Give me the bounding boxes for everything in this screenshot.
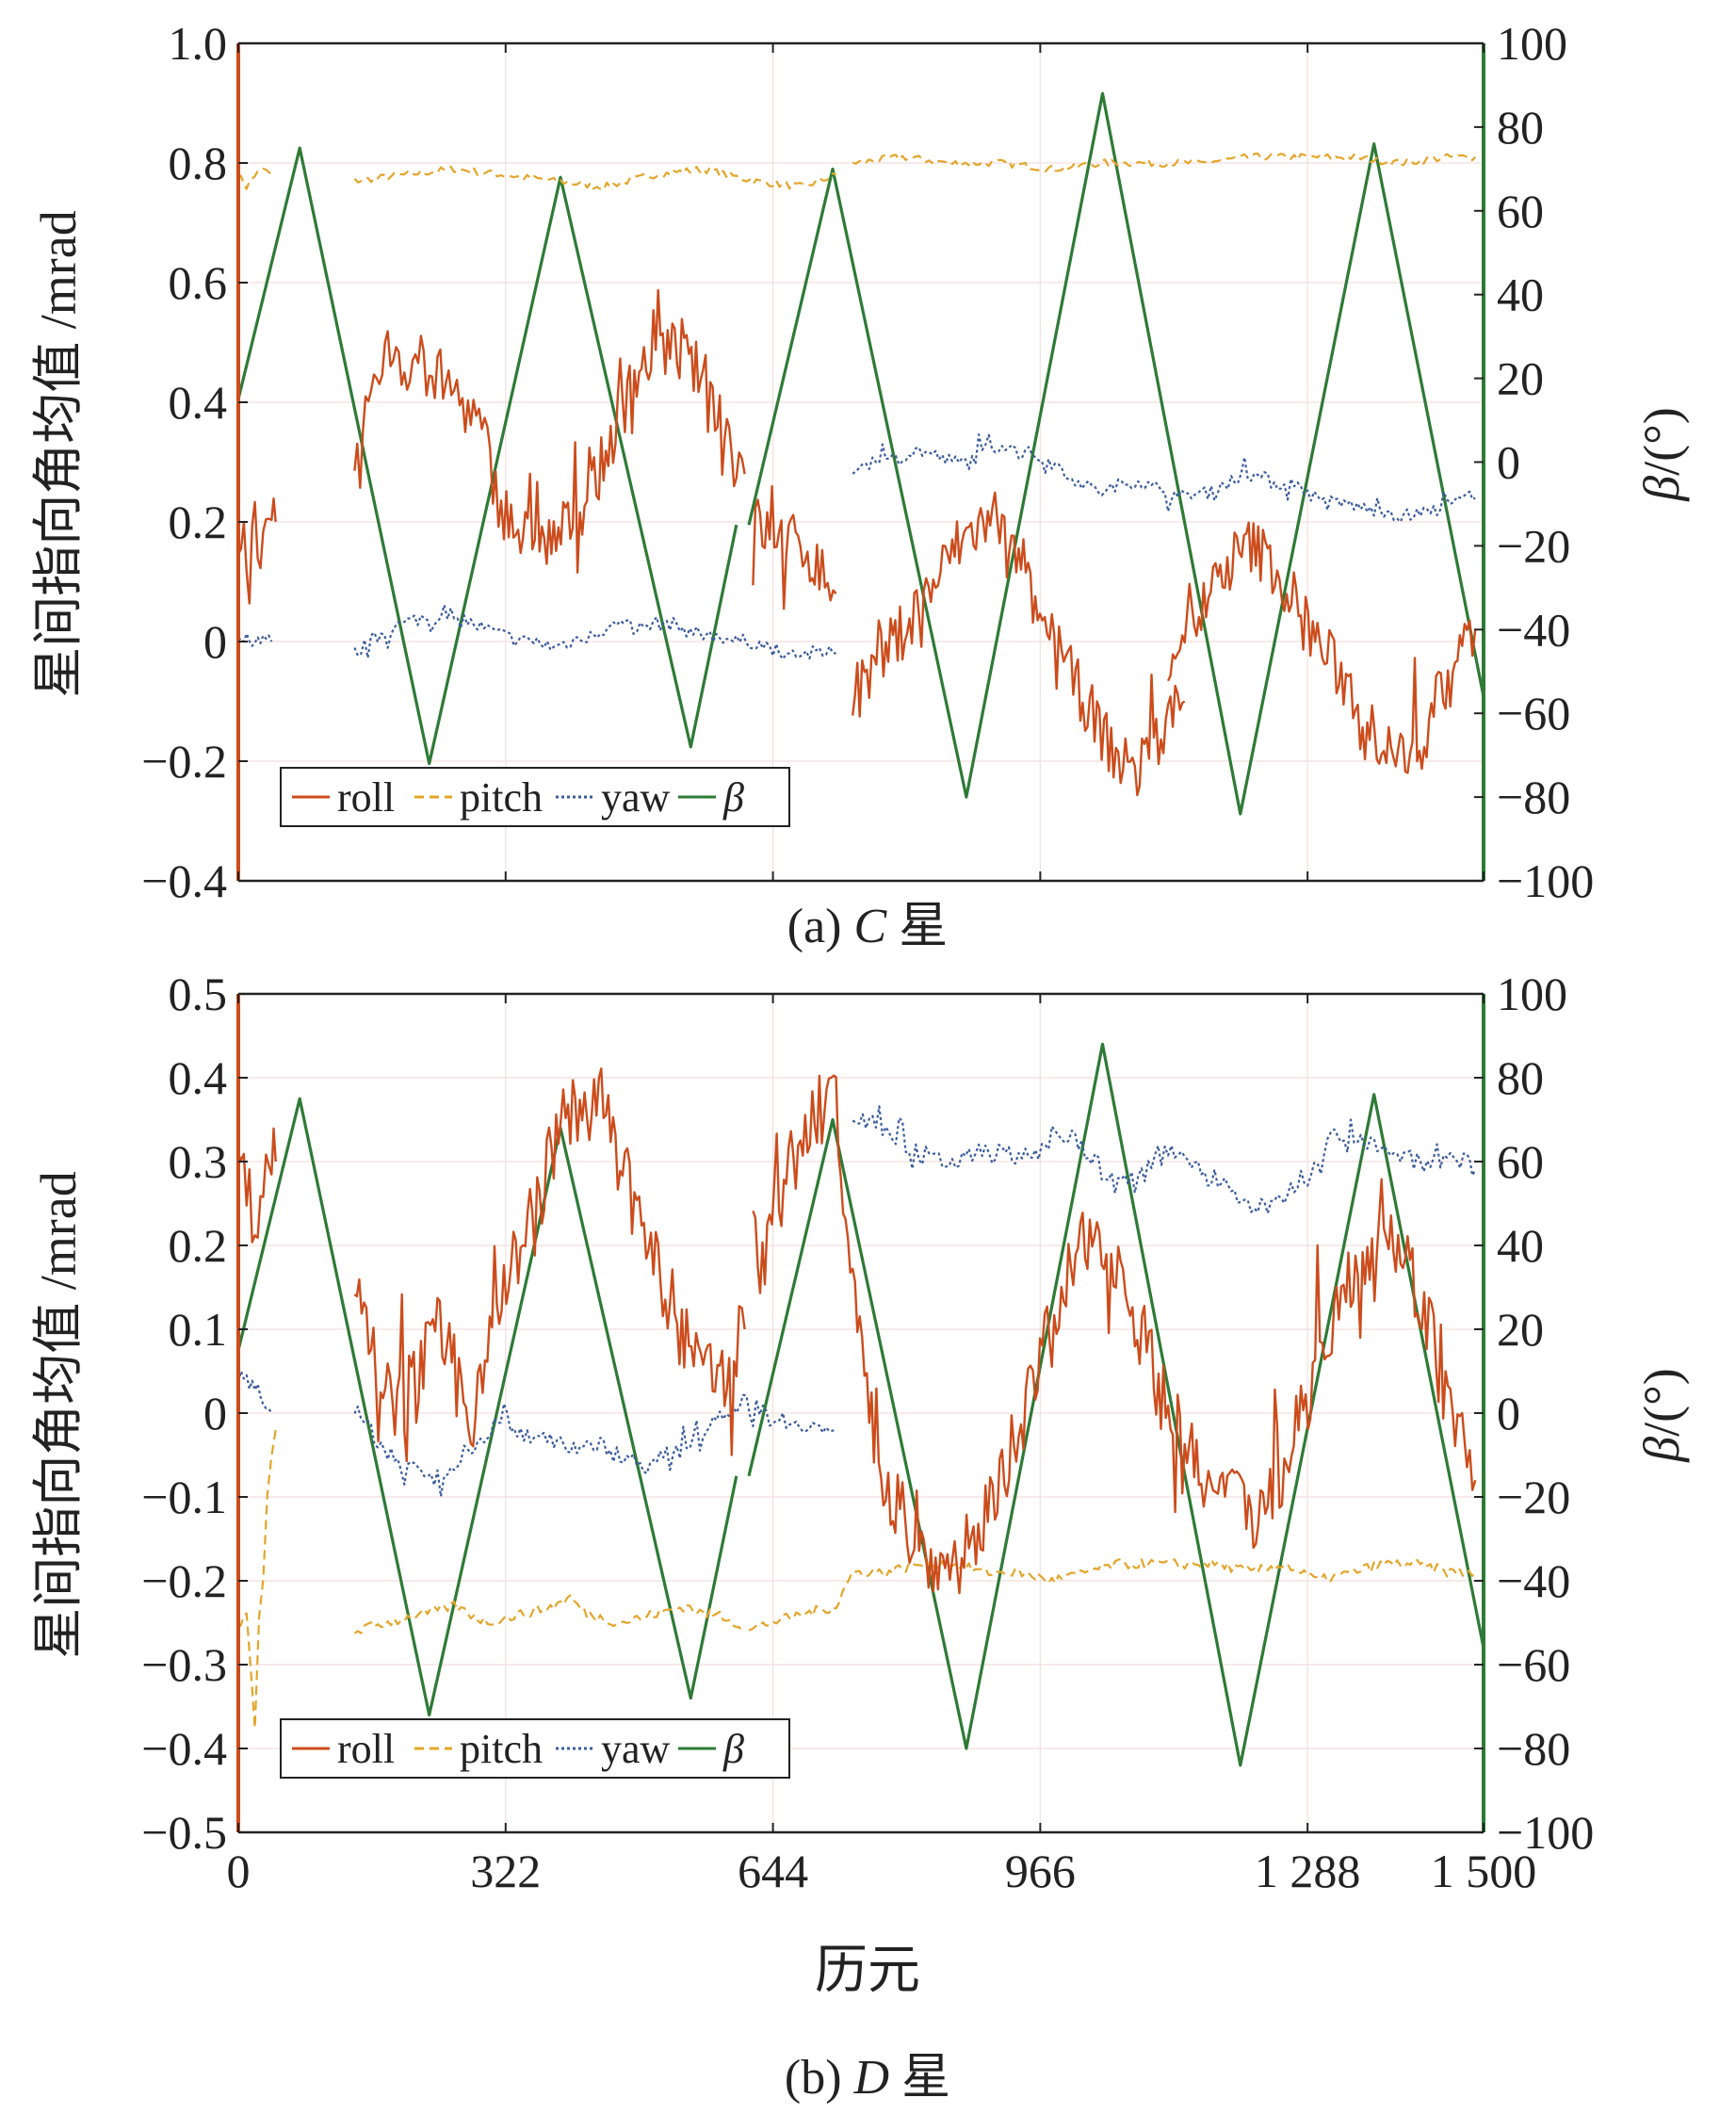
axes: 0 322 644 966 1 288 1 500 −0.5 −0.4 −0.3 −0.2 −0.1…: [141, 968, 1594, 1897]
series-roll-line: [1167, 521, 1477, 774]
x-tick-label: 0: [227, 1845, 251, 1897]
y-tick-label: −0.4: [141, 1722, 227, 1775]
y2-tick-label: −40: [1497, 1554, 1570, 1607]
y2-tick-label: 80: [1497, 1051, 1544, 1104]
axes: −0.4 −0.2 0 0.2 0.4 0.6 0.8 1.0 −100 −80 −60 −40 −20…: [141, 17, 1594, 907]
series-yaw-line: [238, 1370, 273, 1414]
y2-tick-label: 20: [1497, 352, 1544, 405]
legend-label: yaw: [601, 774, 671, 821]
series-yaw-line: [353, 604, 836, 660]
legend-label: β: [722, 1726, 744, 1772]
chart-panel-d: 星间指向角均值 /mrad β/(°) 历元 (b) D 星 0 322 644 96…: [30, 968, 1690, 2105]
y-tick-label: −0.2: [141, 1554, 227, 1607]
series-pitch-line: [353, 1594, 745, 1634]
y2-tick-label: 80: [1497, 101, 1544, 154]
y2-tick-label: 20: [1497, 1303, 1544, 1356]
series-pitch-line: [852, 152, 1477, 173]
series-pitch-line: [238, 1429, 277, 1730]
y-tick-label: 0.2: [169, 1219, 228, 1272]
y-tick-label: 0: [203, 1387, 227, 1439]
series-yaw-line: [852, 1105, 1477, 1214]
legend-label: pitch: [460, 1726, 543, 1772]
series-roll-line: [238, 497, 277, 605]
y2-tick-label: −60: [1497, 1638, 1570, 1691]
y-tick-label: 0.1: [169, 1303, 228, 1356]
y2-tick-label: 60: [1497, 1135, 1544, 1188]
y-tick-label: 0.4: [169, 376, 228, 429]
y2-tick-label: 100: [1497, 968, 1567, 1020]
series-beta-line: [238, 146, 738, 766]
series-pitch-line: [238, 167, 273, 190]
y-tick-label: −0.1: [141, 1471, 227, 1523]
y2-tick-label: −80: [1497, 771, 1570, 823]
chart-panel-c: 星间指向角均值 /mrad β/(°) (a) C 星 −0.4 −0.2 0 0.2…: [30, 17, 1690, 953]
grid: [237, 42, 1485, 882]
y2-tick-label: 60: [1497, 185, 1544, 237]
y2-tick-label: 100: [1497, 17, 1567, 70]
y-tick-label: 0.2: [169, 496, 228, 548]
y2-tick-label: −20: [1497, 519, 1570, 572]
panel-caption: (b) D 星: [785, 2051, 950, 2105]
legend-label: yaw: [601, 1726, 671, 1772]
panel-caption: (a) C 星: [787, 900, 948, 953]
series-roll-line: [353, 288, 746, 574]
series-group: [238, 91, 1484, 816]
y-tick-label: −0.4: [141, 854, 227, 907]
y-tick-label: −0.5: [141, 1806, 227, 1859]
x-tick-label: 644: [738, 1845, 808, 1897]
legend: roll pitch yaw β: [280, 767, 790, 827]
y-axis-label: 星间指向角均值 /mrad: [30, 1171, 87, 1658]
y-axis-label: 星间指向角均值 /mrad: [30, 210, 87, 697]
legend-label: pitch: [460, 774, 543, 821]
series-pitch-line: [748, 1557, 1477, 1632]
series-beta-line: [747, 1042, 1484, 1767]
y2-axis-label: β/(°): [1633, 1368, 1690, 1462]
series-yaw-line: [852, 433, 1476, 523]
series-group: [238, 1042, 1484, 1767]
series-roll-line: [752, 485, 837, 610]
y2-tick-label: −20: [1497, 1471, 1570, 1523]
series-beta-line: [747, 91, 1484, 816]
y2-tick-label: 0: [1497, 436, 1520, 489]
series-roll-line: [752, 1074, 1477, 1595]
y-tick-label: 0.6: [169, 256, 228, 309]
y2-tick-label: −40: [1497, 603, 1570, 656]
y-tick-label: −0.3: [141, 1638, 227, 1691]
y2-tick-label: −60: [1497, 687, 1570, 740]
y-tick-label: −0.2: [141, 735, 227, 788]
series-pitch-line: [353, 165, 837, 191]
y-tick-label: 0: [203, 615, 227, 668]
y2-tick-label: −80: [1497, 1722, 1570, 1775]
y2-tick-label: 40: [1497, 268, 1544, 321]
legend: roll pitch yaw β: [280, 1718, 790, 1779]
y-tick-label: 0.8: [169, 137, 228, 189]
y2-axis-label: β/(°): [1633, 407, 1690, 501]
series-roll-line: [353, 1067, 746, 1463]
series-roll-line: [238, 1127, 277, 1244]
series-yaw-line: [238, 632, 273, 647]
y2-tick-label: 0: [1497, 1387, 1520, 1439]
y-tick-label: 0.5: [169, 968, 228, 1020]
y-tick-label: 1.0: [169, 17, 228, 70]
legend-label: roll: [337, 1726, 395, 1772]
y-tick-label: 0.4: [169, 1051, 228, 1104]
x-tick-label: 1 288: [1255, 1845, 1361, 1897]
x-tick-label: 322: [470, 1845, 541, 1897]
y2-tick-label: −100: [1497, 1806, 1594, 1859]
x-tick-label: 966: [1005, 1845, 1076, 1897]
legend-label: roll: [337, 774, 395, 821]
y2-tick-label: −100: [1497, 854, 1594, 907]
x-tick-label: 1 500: [1431, 1845, 1537, 1897]
y-tick-label: 0.3: [169, 1135, 228, 1188]
series-roll-line: [852, 491, 1186, 797]
y2-tick-label: 40: [1497, 1219, 1544, 1272]
legend-label: β: [722, 774, 744, 821]
series-yaw-line: [353, 1393, 836, 1498]
x-axis-label: 历元: [815, 1942, 920, 2000]
